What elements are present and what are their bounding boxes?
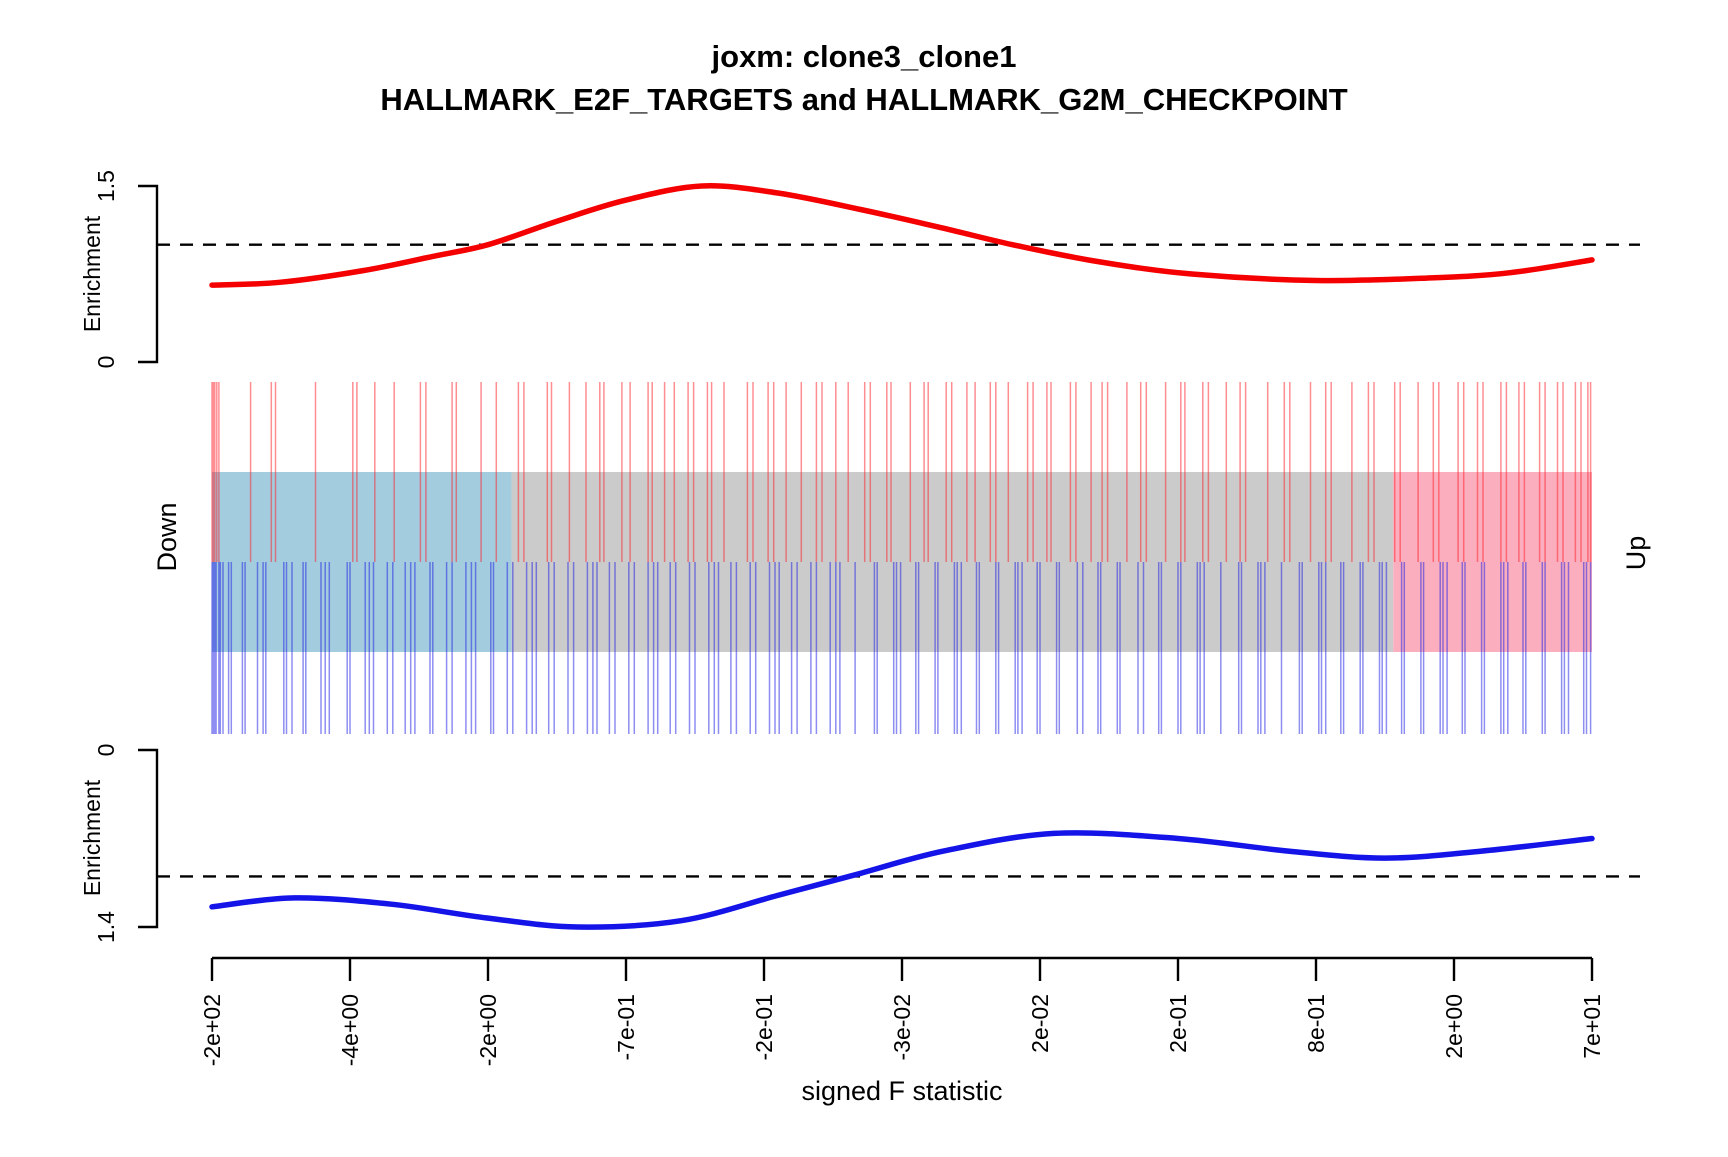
plot-title-line2: HALLMARK_E2F_TARGETS and HALLMARK_G2M_CH… xyxy=(380,82,1347,117)
x-axis-ticks xyxy=(210,958,1594,981)
top-y-tick-0: 0 xyxy=(93,356,119,369)
up-set-barcode-lines xyxy=(211,382,1592,562)
x-tick-label: -2e-01 xyxy=(751,994,777,1060)
up-enrichment-curve xyxy=(209,183,1595,288)
x-axis-title: signed F statistic xyxy=(801,1076,1002,1106)
down-set-barcode-lines xyxy=(211,562,1592,734)
x-tick-label: -3e-02 xyxy=(889,994,915,1060)
x-axis: -2e+02 -4e+00 -2e+00 -7e-01 -2e-01 -3e-02 2e-0… xyxy=(199,956,1605,1106)
top-y-axis-title: Enrichment xyxy=(79,215,105,332)
down-enrichment-curve xyxy=(209,830,1595,930)
top-enrichment-panel: 1.5 0 Enrichment xyxy=(79,170,1640,368)
x-tick-label: -7e-01 xyxy=(613,994,639,1060)
up-region-band xyxy=(1393,472,1592,652)
up-side-label: Up xyxy=(1621,536,1651,571)
top-y-tick-1.5: 1.5 xyxy=(93,170,119,202)
bottom-y-tick-1.4: 1.4 xyxy=(93,911,119,943)
x-tick-label: -2e+02 xyxy=(199,994,225,1066)
x-axis-tick-labels: -2e+02 -4e+00 -2e+00 -7e-01 -2e-01 -3e-02 2e-0… xyxy=(199,994,1605,1066)
x-tick-label: 8e-01 xyxy=(1303,994,1329,1053)
bottom-enrichment-panel: 0 1.4 Enrichment xyxy=(79,744,1640,943)
plot-title-line1: joxm: clone3_clone1 xyxy=(711,39,1017,74)
top-y-axis xyxy=(138,184,159,364)
bottom-y-tick-0: 0 xyxy=(93,744,119,757)
down-side-label: Down xyxy=(152,502,182,571)
bottom-y-axis-title: Enrichment xyxy=(79,779,105,896)
x-tick-label: -2e+00 xyxy=(475,994,501,1066)
bottom-y-axis xyxy=(138,748,159,929)
x-tick-label: 2e-01 xyxy=(1165,994,1191,1053)
x-tick-label: 2e+00 xyxy=(1441,994,1467,1059)
barcode-panel: Down Up xyxy=(152,382,1651,734)
x-tick-label: 7e+01 xyxy=(1579,994,1605,1059)
down-region-band xyxy=(212,472,512,652)
x-tick-label: 2e-02 xyxy=(1027,994,1053,1053)
x-tick-label: -4e+00 xyxy=(337,994,363,1066)
